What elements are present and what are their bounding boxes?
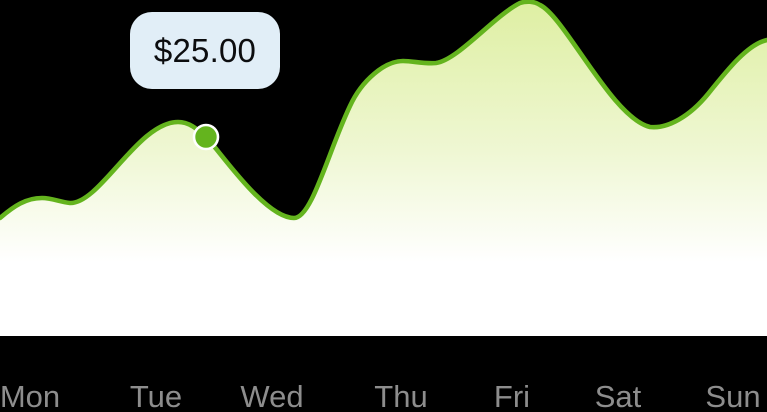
value-tooltip: $25.00 [130,12,280,89]
tooltip-value-text: $25.00 [153,31,257,69]
selected-point-marker[interactable] [192,123,220,151]
spending-trend-line [0,0,767,221]
area-gradient-fill [0,1,767,337]
